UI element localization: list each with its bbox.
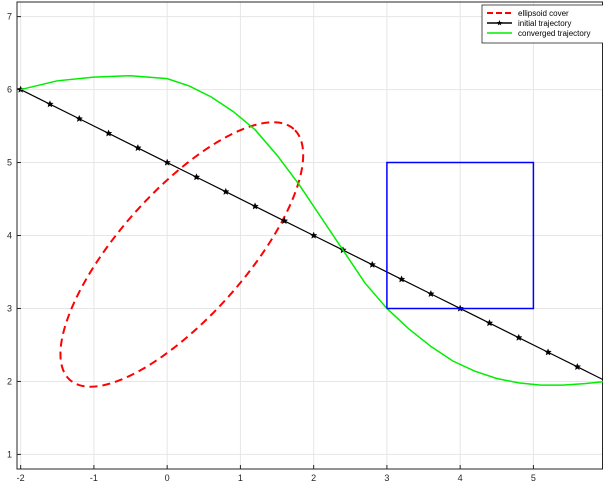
- trajectory-star-marker: [427, 289, 435, 298]
- legend-label: ellipsoid cover: [518, 9, 569, 18]
- x-tick-label: 0: [165, 473, 170, 483]
- x-tick-label: 4: [458, 473, 463, 483]
- trajectory-star-marker: [222, 187, 230, 195]
- x-tick-label: -2: [17, 473, 25, 483]
- trajectory-star-marker: [280, 216, 289, 225]
- trajectory-star-marker: [515, 333, 523, 341]
- x-tick-label: -1: [90, 473, 98, 483]
- y-tick-label: 1: [7, 449, 12, 459]
- y-tick-label: 4: [7, 231, 12, 241]
- x-tick-label: 1: [238, 473, 243, 483]
- legend-box: [481, 4, 603, 44]
- y-tick-label: 2: [7, 376, 12, 386]
- trajectory-star-marker: [397, 275, 406, 283]
- trajectory-star-marker: [75, 114, 84, 122]
- trajectory-star-marker: [46, 100, 54, 108]
- trajectory-star-marker: [163, 158, 171, 166]
- series-layer: [17, 74, 603, 388]
- trajectory-star-marker: [368, 260, 377, 268]
- x-tick-label: 2: [311, 473, 316, 483]
- x-tick-label: 3: [384, 473, 389, 483]
- y-tick-label: 6: [7, 85, 12, 95]
- y-tick-label: 5: [7, 158, 12, 168]
- legend-label: initial trajectory: [518, 19, 571, 28]
- legend-star-marker: [496, 20, 503, 26]
- trajectory-star-marker: [485, 319, 494, 327]
- trajectory-star-marker: [573, 362, 582, 371]
- x-tick-label: 5: [531, 473, 536, 483]
- series-converged-trajectory: [20, 74, 603, 386]
- trajectory-star-marker: [309, 231, 318, 239]
- trajectory-star-marker: [251, 202, 259, 210]
- trajectory-star-marker: [544, 348, 552, 356]
- y-tick-label: 7: [7, 12, 12, 22]
- series-ellipsoid-cover: [59, 121, 305, 388]
- trajectory-star-marker: [192, 173, 201, 181]
- trajectory-star-marker: [134, 144, 142, 152]
- legend-label: converged trajectory: [518, 29, 590, 38]
- y-tick-label: 3: [7, 303, 12, 313]
- series-box-region: [386, 161, 535, 310]
- trajectory-star-marker: [104, 129, 113, 137]
